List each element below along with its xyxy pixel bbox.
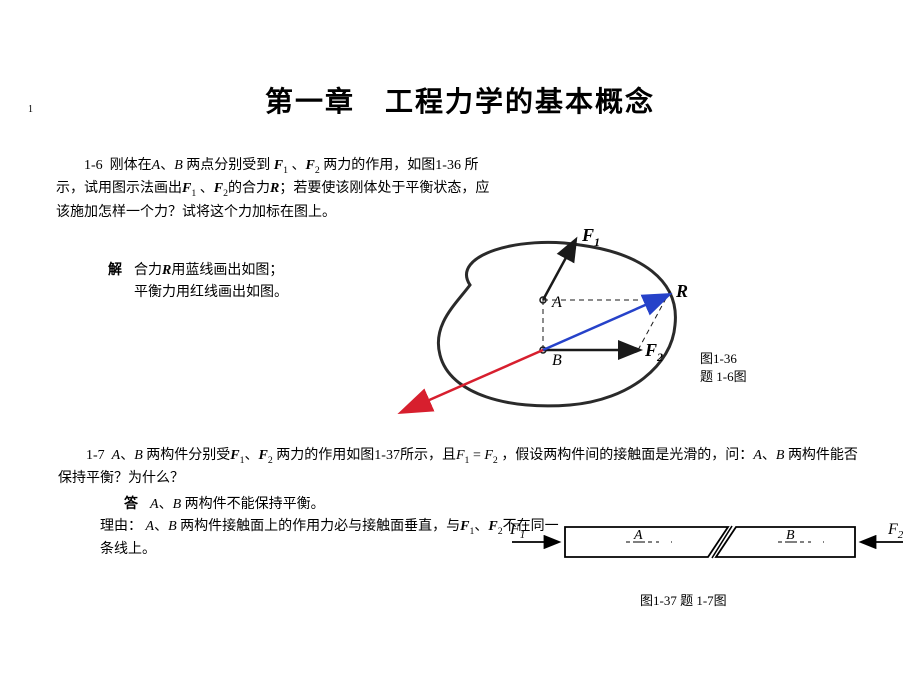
interface-line — [712, 526, 732, 558]
t: 、 — [154, 519, 168, 534]
label-a: A — [551, 294, 562, 311]
t: 两构件分别受 — [143, 448, 231, 463]
t: F — [259, 448, 268, 463]
t: A — [753, 448, 762, 463]
t: F — [488, 519, 497, 534]
t: F — [306, 158, 315, 173]
t: B — [173, 497, 182, 512]
t: 、 — [474, 519, 488, 534]
prob-num: 1-7 — [86, 448, 105, 463]
t: F — [456, 448, 465, 463]
member-a — [565, 527, 728, 557]
t: B — [134, 448, 143, 463]
label-a: A — [633, 528, 643, 543]
f2-label: F — [887, 521, 898, 538]
t: 理由： — [100, 519, 142, 534]
t: F — [484, 448, 493, 463]
label-f1-sub: 1 — [594, 235, 600, 249]
label-f2-sub: 2 — [656, 350, 663, 364]
prob-num: 1-6 — [84, 158, 103, 173]
t: 、 — [120, 448, 134, 463]
t: A — [150, 497, 159, 512]
t: A — [112, 448, 121, 463]
t: 两构件不能保持平衡。 — [181, 497, 325, 512]
label-f2: F — [644, 340, 657, 360]
t: 、 — [160, 158, 174, 173]
f1-sub: 1 — [520, 529, 526, 541]
answer-1-6: 解合力R用蓝线画出如图； 解平衡力用红线画出如图。 — [108, 260, 288, 305]
t: 刚体在 — [110, 158, 152, 173]
t: 两构件接触面上的作用力必与接触面垂直，与 — [177, 519, 461, 534]
t: A — [152, 158, 161, 173]
t: ，假设两构件间的接触面是光滑的，问： — [498, 448, 754, 463]
label-b: B — [552, 352, 562, 369]
figure-1-37-caption: 图1-37 题 1-7图 — [640, 590, 727, 609]
cap-line1: 图1-36 — [700, 351, 737, 366]
t: = — [469, 448, 484, 463]
problem-1-6-text: 1-6 刚体在A、B 两点分别受到 F1 、F2 两力的作用，如图1-36 所示… — [56, 155, 496, 223]
t: F — [274, 158, 283, 173]
equilibrant-arrow — [402, 350, 543, 412]
answer-1-7: 答A、B 两构件不能保持平衡。 理由： A、B 两构件接触面上的作用力必与接触面… — [100, 494, 560, 560]
svg-text:F2: F2 — [644, 340, 663, 364]
t: B — [168, 519, 177, 534]
t: 平衡力用红线画出如图。 — [134, 285, 288, 300]
t: 、 — [762, 448, 776, 463]
t: R — [162, 263, 171, 278]
answer-label: 答 — [124, 497, 138, 512]
t: 、 — [288, 158, 306, 173]
label-b: B — [786, 528, 795, 543]
label-f1: F — [581, 225, 594, 245]
t: F — [214, 181, 223, 196]
answer-label: 解 — [108, 263, 122, 278]
t: 、 — [196, 181, 214, 196]
cap-line2: 题 1-6图 — [700, 369, 747, 384]
t: F — [182, 181, 191, 196]
f2-sub: 2 — [898, 529, 904, 541]
svg-text:F1: F1 — [510, 521, 525, 541]
t: 的合力 — [228, 181, 270, 196]
force-f1-arrow — [543, 241, 575, 300]
figure-1-37: F1 A B F2 — [510, 512, 905, 572]
problem-1-7-text: 1-7 A、B 两构件分别受F1、F2 两力的作用如图1-37所示，且F1 = … — [58, 445, 868, 491]
f1-label: F — [510, 521, 520, 538]
t: A — [146, 519, 155, 534]
t: 两力的作用如图1-37所示，且 — [273, 448, 456, 463]
t: R — [270, 181, 279, 196]
t: 、 — [159, 497, 173, 512]
label-r: R — [675, 281, 688, 301]
t: 合力 — [134, 263, 162, 278]
t: 两点分别受到 — [183, 158, 274, 173]
figure-1-36-caption: 图1-36 题 1-6图 — [700, 350, 747, 386]
t: B — [174, 158, 183, 173]
t: 、 — [245, 448, 259, 463]
svg-text:F2: F2 — [887, 521, 904, 541]
figure-1-36: A B F1 F2 R — [380, 225, 750, 435]
chapter-title: 第一章 工程力学的基本概念 — [0, 80, 920, 120]
t: F — [230, 448, 239, 463]
t: 用蓝线画出如图； — [171, 263, 283, 278]
